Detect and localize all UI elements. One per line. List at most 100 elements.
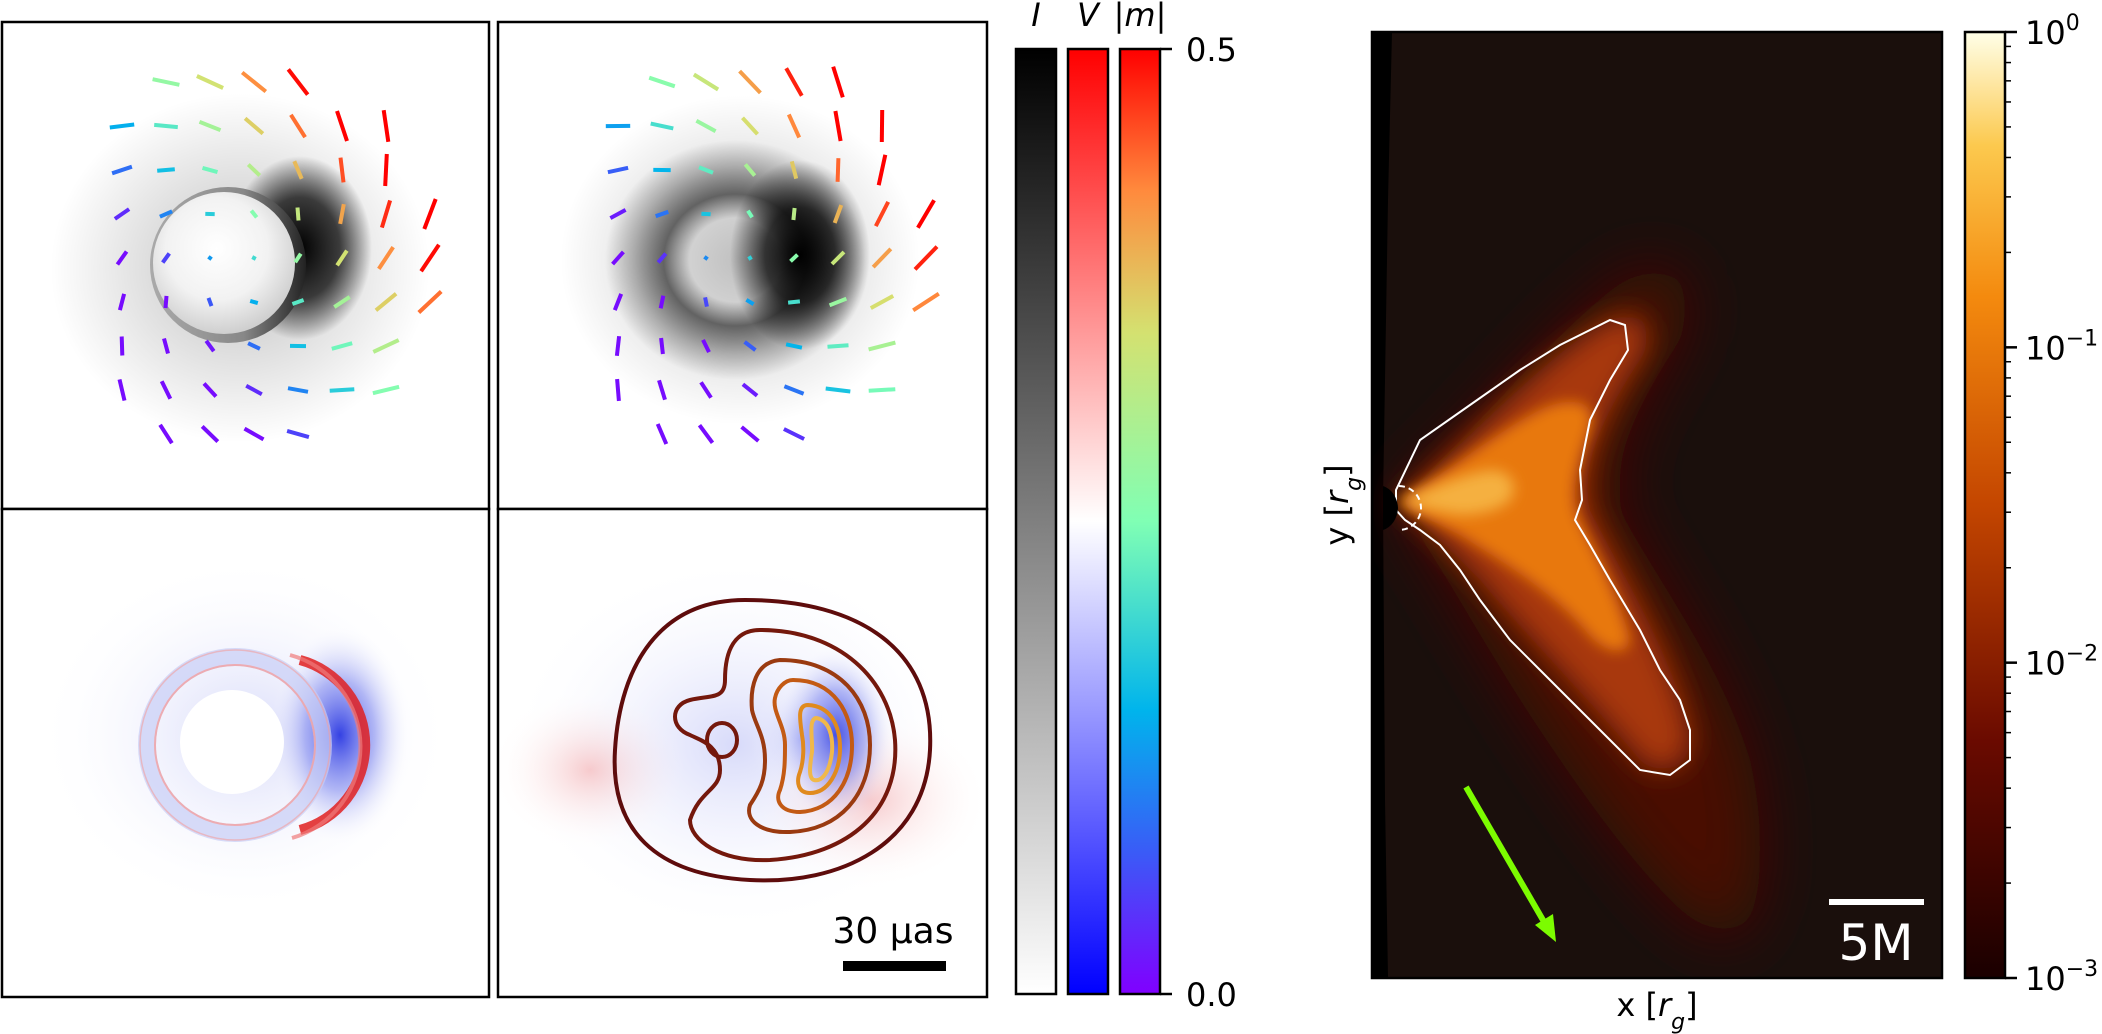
polarization-tick xyxy=(243,116,265,136)
polarization-tick xyxy=(289,113,307,139)
polarization-tick xyxy=(286,68,310,96)
colorbar-i xyxy=(1014,47,1058,996)
polarization-tick xyxy=(247,341,261,351)
colorbar-min-label: 0.0 xyxy=(1186,976,1237,1014)
polarization-tick xyxy=(240,70,268,94)
polarization-tick xyxy=(698,165,714,175)
polarization-tick xyxy=(789,160,799,180)
polarization-tick xyxy=(871,247,893,269)
polarization-tick xyxy=(159,380,173,400)
polarization-tick xyxy=(333,295,351,309)
polarization-tick xyxy=(828,296,848,308)
polarization-tick xyxy=(206,297,214,307)
polarization-tick xyxy=(113,207,131,221)
colorbar-v xyxy=(1066,47,1110,996)
panel-frame xyxy=(0,507,491,999)
polarization-tick xyxy=(827,343,849,349)
polarization-tick xyxy=(615,378,621,402)
direction-arrow xyxy=(1463,785,1550,929)
polarization-tick xyxy=(868,387,896,393)
polarization-tick xyxy=(614,335,622,357)
length-scalebar-label: 5M xyxy=(1839,914,1914,972)
polarization-tick xyxy=(198,119,222,133)
polarization-tick xyxy=(117,293,127,311)
polarization-tick xyxy=(745,298,755,306)
colorbar-max-label: 0.5 xyxy=(1186,31,1237,69)
polarization-tick xyxy=(699,381,713,399)
polarization-tick xyxy=(158,423,174,445)
polarization-tick xyxy=(157,167,175,173)
x-axis-label: x [rg] xyxy=(1616,986,1697,1034)
polarization-tick xyxy=(648,75,676,89)
panel-frame xyxy=(496,507,989,999)
x-axis-label-text: x [ xyxy=(1616,986,1658,1024)
polarization-tick xyxy=(372,338,400,354)
polarization-tick xyxy=(830,250,846,266)
polarization-tick xyxy=(161,252,171,264)
polarization-tick xyxy=(245,384,263,396)
polarization-tick xyxy=(417,290,443,314)
polarization-tick xyxy=(249,209,259,219)
polarization-tick xyxy=(612,293,624,311)
colorbar-i-label: I xyxy=(1031,0,1040,34)
angular-scalebar xyxy=(843,961,946,971)
colorbars: I V |m| 0.5 0.0 xyxy=(1014,0,1237,1014)
polarization-tick xyxy=(825,386,851,394)
polarization-tick xyxy=(741,382,759,398)
polarization-tick xyxy=(740,425,760,443)
polarization-tick xyxy=(286,428,310,440)
polarization-tick xyxy=(200,424,220,444)
polarization-tick xyxy=(835,158,841,182)
polarization-tick xyxy=(783,384,805,396)
polarization-tick xyxy=(109,122,135,130)
polarization-tick xyxy=(372,384,400,396)
polarization-tick xyxy=(912,292,940,312)
polarization-tick xyxy=(159,209,173,219)
panel-stokes-i-original xyxy=(2,22,489,509)
polarization-tick xyxy=(869,294,895,310)
polarization-tick xyxy=(331,341,353,351)
polarization-tick xyxy=(659,337,665,355)
emission-contour xyxy=(1395,318,1691,777)
direction-arrow-head xyxy=(1535,914,1556,942)
polarization-tick xyxy=(419,243,441,273)
polarization-tick xyxy=(609,208,627,220)
polarization-tick xyxy=(741,116,759,136)
polarization-tick xyxy=(747,255,753,261)
polarization-tick xyxy=(789,253,799,263)
polarization-tick xyxy=(202,382,218,398)
polarization-tick xyxy=(791,207,797,221)
polarization-tick xyxy=(293,252,303,264)
panel-stokes-v-original xyxy=(2,509,489,997)
polarization-tick xyxy=(381,109,391,143)
polarization-tick xyxy=(876,154,888,186)
polarization-tick xyxy=(251,255,257,261)
polarization-tick xyxy=(695,119,717,133)
polarization-tick xyxy=(692,72,720,92)
polarization-tick xyxy=(787,299,801,305)
polarization-tick xyxy=(377,245,395,271)
polarization-tick xyxy=(701,339,711,353)
polarization-tick xyxy=(783,427,805,441)
polarization-tick xyxy=(658,295,666,309)
polarization-tick xyxy=(784,67,804,97)
emission-colorbar-tick-label: 10−2 xyxy=(2025,642,2098,683)
polarization-tick xyxy=(785,342,803,350)
polarization-tick xyxy=(743,340,757,352)
polarization-tick xyxy=(916,199,936,229)
polarization-tick xyxy=(746,209,754,219)
polarization-tick xyxy=(295,207,301,221)
polarization-ticks-original xyxy=(109,68,443,445)
polarization-tick xyxy=(422,198,438,230)
polarization-tick xyxy=(383,153,389,187)
polarization-tick xyxy=(743,163,757,177)
length-scalebar xyxy=(1829,899,1924,905)
polarization-tick xyxy=(874,200,890,228)
polarization-tick xyxy=(152,77,180,87)
polarization-tick xyxy=(204,339,216,353)
polarization-tick xyxy=(701,211,711,217)
polarization-tick xyxy=(207,255,213,261)
polarization-tick xyxy=(657,379,667,401)
polarization-tick xyxy=(196,74,224,90)
